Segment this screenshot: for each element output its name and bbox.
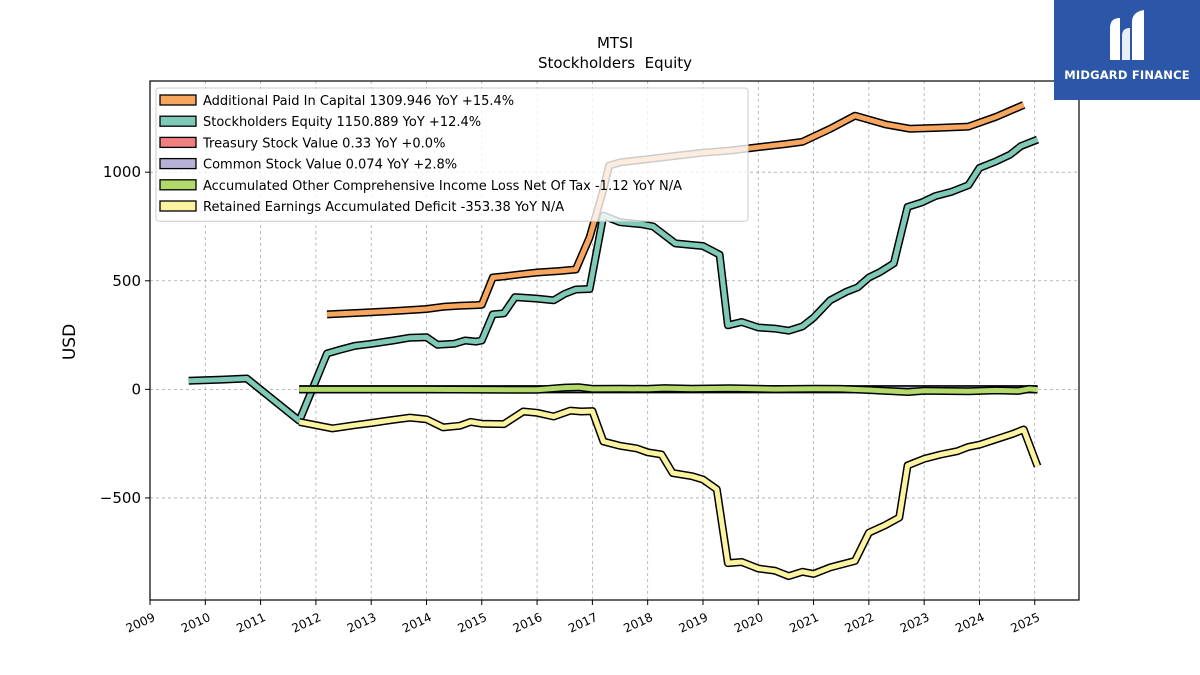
- midgard-finance-logo: MIDGARD FINANCE: [1054, 0, 1200, 100]
- x-tick-label: 2018: [621, 610, 655, 636]
- y-axis-label: USD: [60, 324, 80, 360]
- legend-swatch: [159, 94, 197, 106]
- x-tick-label: 2009: [124, 610, 158, 636]
- series-line: [298, 408, 1040, 579]
- midgard-logo-icon: [1110, 10, 1144, 60]
- series-line: [299, 384, 1038, 395]
- x-tick-label: 2025: [1008, 610, 1042, 636]
- y-tick-label: 0: [131, 380, 141, 398]
- legend-entry: Stockholders Equity 1150.889 YoY +12.4%: [159, 115, 481, 130]
- legend-label: Stockholders Equity 1150.889 YoY +12.4%: [203, 115, 481, 130]
- legend-swatch: [159, 157, 197, 170]
- legend-swatch: [159, 136, 197, 149]
- legend-entry: Retained Earnings Accumulated Deficit -3…: [159, 200, 564, 215]
- chart-subtitle: Stockholders Equity: [538, 54, 692, 72]
- legend-label: Retained Earnings Accumulated Deficit -3…: [203, 200, 564, 215]
- x-tick-label: 2012: [290, 610, 324, 636]
- y-tick-label: 1000: [103, 163, 141, 181]
- series-6: [298, 406, 1042, 581]
- x-tick-label: 2023: [898, 610, 932, 636]
- x-tick-label: 2010: [179, 610, 213, 636]
- x-tick-label: 2015: [455, 610, 489, 636]
- legend-label: Additional Paid In Capital 1309.946 YoY …: [203, 94, 514, 109]
- y-tick-label: 500: [112, 272, 141, 290]
- series-2: [188, 135, 1039, 425]
- legend-label: Common Stock Value 0.074 YoY +2.8%: [203, 158, 457, 173]
- series-5: [299, 383, 1038, 396]
- x-tick-label: 2011: [234, 610, 268, 636]
- x-tick-label: 2017: [566, 610, 600, 636]
- series-line: [188, 137, 1039, 424]
- x-tick-label: 2020: [732, 610, 766, 636]
- legend-entry: Treasury Stock Value 0.33 YoY +0.0%: [159, 136, 445, 151]
- legend-frame: [155, 87, 749, 222]
- legend-label: Accumulated Other Comprehensive Income L…: [203, 179, 682, 194]
- legend-entry: Accumulated Other Comprehensive Income L…: [159, 179, 682, 194]
- legend-swatch: [159, 179, 197, 191]
- plot-area-frame: [149, 80, 1080, 601]
- x-tick-label: 2016: [511, 610, 545, 636]
- legend-entry: Common Stock Value 0.074 YoY +2.8%: [159, 157, 457, 173]
- legend-entry: Additional Paid In Capital 1309.946 YoY …: [159, 94, 514, 109]
- x-tick-label: 2024: [953, 610, 987, 636]
- x-tick-label: 2019: [677, 610, 711, 636]
- legend-label: Treasury Stock Value 0.33 YoY +0.0%: [202, 136, 445, 151]
- x-tick-label: 2013: [345, 610, 379, 636]
- legend-swatch: [159, 115, 197, 127]
- x-tick-label: 2021: [787, 610, 821, 636]
- logo-text: MIDGARD FINANCE: [1064, 68, 1190, 82]
- x-tick-label: 2014: [400, 610, 434, 636]
- legend: Additional Paid In Capital 1309.946 YoY …: [155, 87, 749, 222]
- y-tick-label: −500: [100, 489, 141, 507]
- x-tick-label: 2022: [843, 610, 877, 636]
- series-line-outline: [298, 406, 1042, 581]
- legend-swatch: [159, 200, 197, 212]
- chart-title: MTSI: [597, 34, 633, 52]
